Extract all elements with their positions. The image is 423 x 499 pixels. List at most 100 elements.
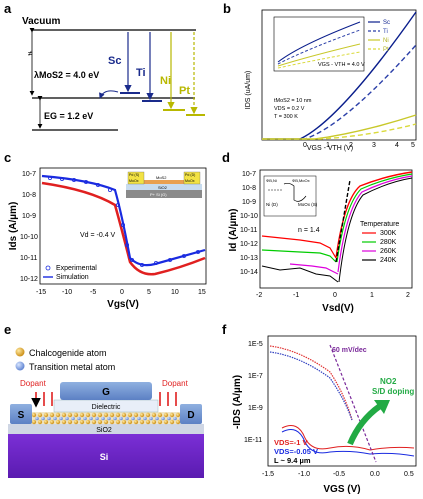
dielectric-label: Dielectric — [92, 404, 121, 411]
transition-metal-atom — [95, 416, 99, 421]
transition-metal-atom — [77, 416, 81, 421]
si-substrate — [8, 434, 204, 478]
transition-metal-atom — [143, 416, 147, 421]
chalcogenide-atom — [97, 419, 103, 425]
c-inset-si-label: P+ Si (G) — [150, 192, 167, 197]
f-curve-red-undoped — [281, 425, 415, 451]
transition-metal-atom — [107, 416, 111, 421]
d-legend-280k: 280K — [380, 239, 397, 246]
c-legend-marker — [45, 265, 51, 271]
chalcogenide-atom — [145, 419, 151, 425]
d-legend-240k: 240K — [380, 257, 397, 264]
metal-ni-label: Ni — [160, 75, 171, 87]
transition-metal-atom — [35, 416, 39, 421]
b-inset-text: VGS - VTH = 4.0 V — [318, 62, 365, 68]
chalcogenide-atom — [85, 419, 91, 425]
f-curve-blue-doped — [269, 351, 353, 421]
d-ytick: 10-7 — [242, 171, 256, 178]
d-fwd-260k — [337, 175, 413, 273]
chalcogenide-atom — [37, 412, 43, 418]
transition-metal-atom-icon — [15, 361, 25, 371]
chalcogenide-atom — [73, 419, 79, 425]
b-xtick: 1 — [326, 142, 330, 149]
f-xtick: -0.5 — [333, 471, 345, 478]
panel-f-ylabel: -IDS (A/µm) — [232, 375, 243, 429]
panel-b-plot-frame — [261, 9, 417, 141]
c-inset-pd-s — [127, 171, 145, 185]
c-ytick: 10-9 — [22, 213, 36, 220]
c-xtick: -10 — [62, 289, 72, 296]
chalcogenide-atom — [115, 412, 121, 418]
panel-b-xlabel: VGS - VTH (V) — [307, 145, 353, 152]
transition-metal-atom — [83, 416, 87, 421]
b-inset-ti — [277, 29, 361, 65]
panel-c-xticks: -15 -10 -5 0 5 10 15 — [36, 289, 206, 296]
b-curve-pt — [262, 123, 417, 140]
b-legend-ti: Ti — [383, 29, 388, 35]
chalcogenide-atom — [121, 412, 127, 418]
transition-metal-atom — [149, 416, 153, 421]
chalcogenide-atom — [103, 419, 109, 425]
f-xtick: -1.0 — [298, 471, 310, 478]
chalcogenide-atom — [133, 419, 139, 425]
gate-electrode — [60, 382, 152, 400]
f-ytick: 1E-9 — [248, 405, 263, 412]
chalcogenide-atom — [169, 419, 175, 425]
chalcogenide-atom — [151, 419, 157, 425]
drain-electrode — [180, 404, 202, 424]
c-ytick: 10-12 — [20, 276, 38, 283]
d-ytick: 10-11 — [240, 227, 257, 234]
b-legend-sc: Sc — [383, 20, 390, 26]
c-ytick: 10-7 — [22, 171, 36, 178]
c-xtick: -5 — [90, 289, 96, 296]
dopant-arrows-right — [159, 392, 177, 406]
c-xtick: 15 — [198, 289, 206, 296]
transition-metal-atom — [173, 416, 177, 421]
b-inset-sc — [277, 21, 361, 63]
panel-c-xlabel: Vgs(V) — [107, 299, 139, 310]
chalcogenide-atom — [67, 412, 73, 418]
b-param: VDS = 0.2 V — [274, 106, 305, 112]
c-ytick: 10-11 — [20, 255, 37, 262]
chalcogenide-atom — [151, 412, 157, 418]
c-inset-mos2 — [142, 180, 186, 184]
chalcogenide-atom — [49, 419, 55, 425]
metal-sc-label: Sc — [108, 55, 121, 67]
atom-row — [31, 412, 183, 425]
d-xtick: 0 — [333, 292, 337, 299]
d-xtick: -1 — [293, 292, 299, 299]
b-xtick: 2 — [349, 142, 353, 149]
panel-a: a Vacuum ≠ λMoS2 = 4.0 eV EG = 1.2 eV Sc… — [4, 1, 205, 131]
lambda-label: λMoS2 = 4.0 eV — [34, 70, 99, 80]
b-xtick: 3 — [372, 142, 376, 149]
panel-d-plot-frame — [259, 169, 413, 289]
panel-b: b IDS (uA/um) VGS - VTH (V) 0 1 2 3 4 5 … — [223, 1, 417, 152]
d-inset-ni: Ni (D) — [266, 202, 278, 207]
d-xtick: -2 — [256, 292, 262, 299]
chalcogenide-atom — [43, 412, 49, 418]
chalcogenide-atom — [55, 419, 61, 425]
d-inset-frame — [263, 175, 317, 217]
source-label: S — [18, 410, 25, 421]
c-xtick: -15 — [36, 289, 46, 296]
c-inset-sio2 — [126, 184, 202, 190]
chalcogenide-atom — [109, 419, 115, 425]
chalcogenide-atom — [139, 412, 145, 418]
transition-metal-atom — [119, 416, 123, 421]
chalcogenide-atom — [121, 419, 127, 425]
c-inset-si — [126, 190, 202, 198]
transition-metal-atom — [53, 416, 57, 421]
d-inset-phi-moox: ΦB,MoOx — [292, 178, 310, 183]
d-fwd-280k — [336, 173, 413, 263]
d-ytick: 10-12 — [240, 241, 258, 248]
b-param: T = 300 K — [274, 114, 298, 120]
chalcogenide-atom — [109, 412, 115, 418]
d-curve-260k — [289, 263, 339, 275]
transition-metal-atom — [101, 416, 105, 421]
chalcogenide-atom — [127, 412, 133, 418]
panel-c-yticks: 10-7 10-8 10-9 10-10 10-11 10-12 — [20, 171, 38, 283]
panel-f-xticks: -1.5 -1.0 -0.5 0.0 0.5 — [262, 471, 414, 478]
d-curve-300k — [261, 235, 337, 259]
c-xtick: 0 — [120, 289, 124, 296]
